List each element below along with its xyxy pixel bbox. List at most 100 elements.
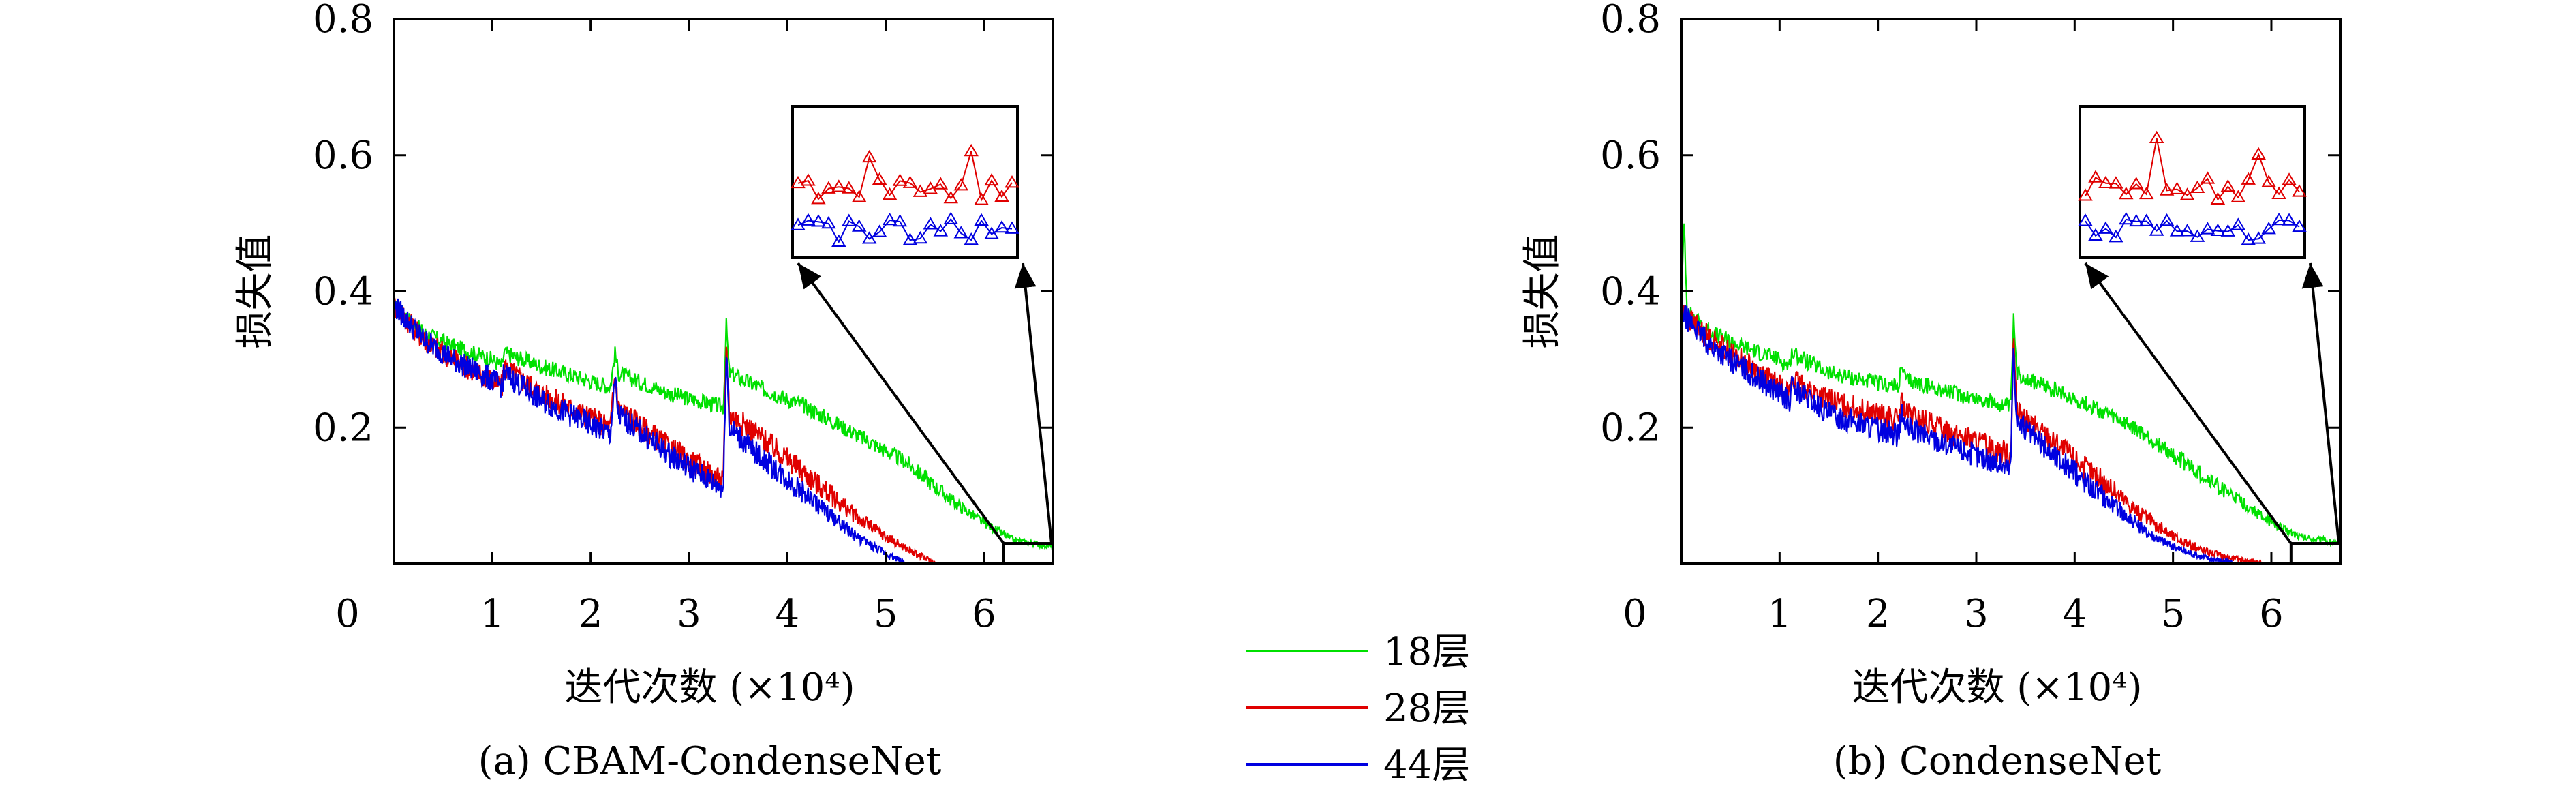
- inset-marker: [953, 178, 968, 191]
- legend-label-18: 18层: [1383, 630, 1470, 674]
- plot-area-a: [394, 297, 1053, 564]
- inset-marker: [2200, 222, 2215, 235]
- y-tick-label: 0.6: [313, 134, 373, 178]
- inset-series-line-44层: [797, 217, 1013, 243]
- inset-series-line-28层: [797, 151, 1013, 202]
- inset-marker: [801, 213, 816, 226]
- zoom-arrow-right: [1014, 262, 1053, 544]
- legend-item-28: 28层: [1246, 687, 1470, 731]
- series-line-18层: [1681, 223, 2340, 547]
- inset-marker: [984, 172, 999, 186]
- inset-marker: [851, 219, 867, 232]
- inset-marker: [2159, 183, 2175, 196]
- inset-marker: [2271, 186, 2286, 199]
- x-tick-label: 5: [874, 592, 898, 636]
- inset-marker: [994, 189, 1009, 202]
- inset-marker: [923, 181, 938, 194]
- chart-panel-b: 0 1 2 3 4 5 6 0.2 0.4 0.6 0.8 损失值 迭代次数 (×10⁴) (b) …: [1520, 0, 2342, 783]
- x-axis-label-b: 迭代次数 (×10⁴): [1852, 665, 2142, 710]
- inset-marker: [902, 175, 918, 188]
- inset-marker: [791, 217, 806, 230]
- inset-marker: [1005, 221, 1019, 234]
- legend-item-44: 44层: [1246, 743, 1470, 787]
- inset-marker: [984, 226, 999, 239]
- inset-b: [2078, 105, 2342, 565]
- inset-marker: [2109, 230, 2123, 243]
- x-tick-label: 2: [1866, 592, 1890, 636]
- inset-marker: [2088, 170, 2103, 183]
- x-tick-label: 0: [335, 592, 360, 636]
- inset-marker: [2098, 175, 2113, 189]
- inset-marker: [861, 149, 877, 163]
- series-line-44层: [1681, 301, 2233, 564]
- inset-marker: [2119, 211, 2134, 225]
- legend: 18层 28层 44层: [1246, 630, 1470, 787]
- inset-marker: [2251, 231, 2266, 244]
- inset-marker: [2210, 223, 2226, 237]
- inset-marker: [2129, 177, 2144, 190]
- plot-area-b: [1681, 223, 2340, 564]
- inset-marker: [2109, 176, 2123, 189]
- x-tick-label: 4: [2062, 592, 2087, 636]
- inset-marker: [913, 230, 928, 244]
- inset-marker: [994, 220, 1009, 233]
- x-tick-label: 2: [579, 592, 603, 636]
- x-tick-label: 6: [972, 592, 996, 636]
- inset-marker: [943, 211, 959, 224]
- y-tick-label: 0.2: [1600, 406, 1661, 450]
- legend-label-44: 44层: [1383, 743, 1470, 787]
- inset-marker: [2251, 147, 2266, 160]
- inset-marker: [2169, 181, 2185, 194]
- inset-marker: [882, 212, 898, 226]
- y-tick-label: 0.8: [1600, 0, 1661, 42]
- inset-marker: [2241, 232, 2256, 245]
- x-tick-label: 3: [677, 592, 701, 636]
- inset-marker: [964, 143, 979, 157]
- inset-marker: [842, 181, 857, 194]
- inset-marker: [2200, 171, 2215, 184]
- inset-marker: [2292, 219, 2307, 232]
- inset-marker: [2190, 229, 2205, 242]
- inset-marker: [2129, 213, 2144, 227]
- chart-caption-b: (b) CondenseNet: [1833, 739, 2162, 783]
- y-tick-label: 0.2: [313, 406, 373, 450]
- inset-marker: [811, 214, 826, 227]
- inset-marker: [974, 192, 989, 205]
- inset-marker: [831, 179, 846, 192]
- inset-marker: [821, 216, 836, 229]
- inset-marker: [2078, 188, 2093, 201]
- inset-marker: [872, 224, 887, 237]
- inset-marker: [2159, 213, 2175, 226]
- inset-marker: [933, 177, 949, 190]
- series-line-28层: [1681, 305, 2263, 564]
- axis-ticks-b: 0 1 2 3 4 5 6 0.2 0.4 0.6 0.8: [1600, 0, 2340, 636]
- inset-marker: [943, 190, 959, 204]
- legend-label-28: 28层: [1383, 687, 1470, 731]
- inset-marker: [791, 175, 806, 189]
- series-line-44层: [394, 298, 906, 564]
- inset-marker: [2149, 130, 2164, 144]
- inset-marker: [2119, 186, 2134, 200]
- zoom-arrow-right: [2301, 262, 2340, 544]
- inset-marker: [974, 213, 989, 226]
- inset-marker: [861, 231, 877, 244]
- legend-item-18: 18层: [1246, 630, 1470, 674]
- inset-marker: [882, 187, 898, 200]
- x-tick-label: 6: [2259, 592, 2284, 636]
- inset-marker: [913, 184, 928, 197]
- inset-marker: [2220, 224, 2236, 237]
- inset-marker: [2230, 217, 2246, 230]
- inset-marker: [2241, 172, 2256, 185]
- inset-marker: [2179, 187, 2195, 200]
- y-tick-label: 0.4: [1600, 270, 1661, 314]
- inset-marker: [811, 192, 826, 205]
- chart-panel-a: 0 1 2 3 4 5 6 0.2 0.4 0.6 0.8 损失值 迭代次数 (×10⁴) (a) …: [233, 0, 1054, 783]
- y-tick-label: 0.4: [313, 270, 373, 314]
- x-tick-label: 0: [1623, 592, 1647, 636]
- inset-marker: [964, 232, 979, 245]
- inset-a: [791, 105, 1054, 565]
- inset-marker: [892, 214, 908, 227]
- inset-marker: [2220, 179, 2236, 192]
- zoom-arrow-left: [2084, 262, 2293, 545]
